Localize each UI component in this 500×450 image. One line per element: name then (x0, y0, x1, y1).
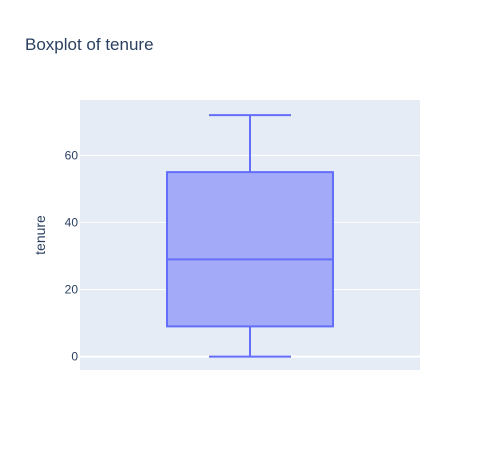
y-tick-label: 40 (65, 215, 79, 229)
y-tick-label: 60 (65, 148, 79, 162)
y-tick-label: 0 (71, 350, 78, 364)
y-tick-labels: 0 20 40 60 (65, 148, 79, 363)
box-series (166, 114, 334, 358)
iqr-box (166, 171, 334, 328)
chart-title: Boxplot of tenure (25, 35, 154, 54)
y-axis-label: tenure (32, 215, 48, 255)
y-tick-label: 20 (65, 283, 79, 297)
